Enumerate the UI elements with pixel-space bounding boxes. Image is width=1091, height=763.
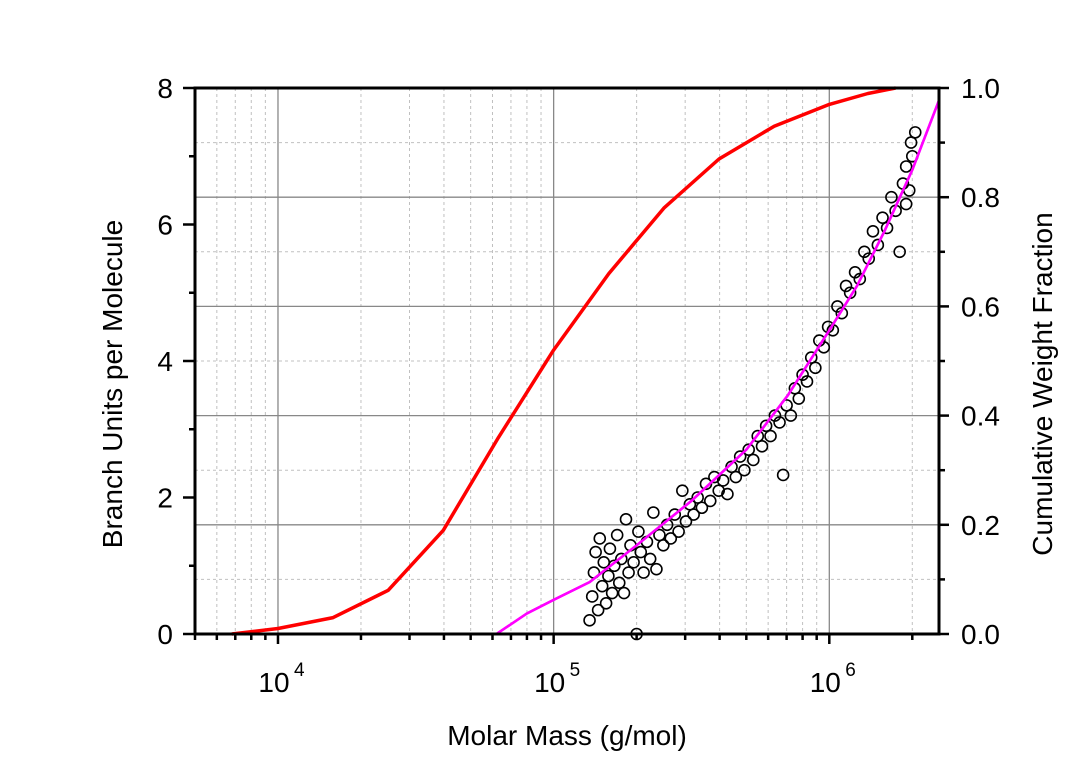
- x-axis-label: Molar Mass (g/mol): [447, 720, 687, 751]
- y-right-tick-label: 0.2: [961, 510, 1000, 541]
- data-point: [751, 429, 765, 443]
- data-point: [593, 532, 607, 545]
- grid: [194, 88, 939, 634]
- data-point: [622, 566, 635, 579]
- data-point: [899, 197, 913, 211]
- data-point: [759, 419, 773, 433]
- series-layer: [231, 86, 941, 641]
- y-left-tick-label: 4: [157, 346, 173, 377]
- x-tick-label-exponent: 5: [570, 660, 581, 681]
- data-point: [899, 160, 913, 173]
- data-point: [721, 487, 734, 501]
- x-tick-label: 10: [534, 667, 565, 698]
- y-left-tick-label: 6: [157, 210, 173, 241]
- x-tick-label-exponent: 4: [294, 660, 305, 681]
- data-point: [687, 508, 700, 521]
- data-point: [603, 542, 617, 555]
- data-point: [773, 416, 786, 429]
- data-point: [599, 596, 613, 610]
- data-point: [643, 552, 657, 566]
- data-point: [610, 528, 624, 542]
- data-point: [597, 556, 611, 569]
- data-point: [664, 532, 678, 545]
- data-point: [904, 136, 918, 149]
- y-right-tick-label: 0.0: [961, 619, 1000, 650]
- data-point: [676, 484, 689, 497]
- data-point: [866, 225, 880, 238]
- data-point: [835, 306, 849, 320]
- y-right-tick-label: 1.0: [961, 73, 1000, 104]
- data-point: [672, 525, 685, 538]
- y-left-tick-label: 2: [157, 483, 173, 514]
- data-point: [839, 279, 853, 293]
- data-point: [908, 126, 922, 139]
- y-right-tick-label: 0.8: [961, 182, 1000, 213]
- data-point: [893, 245, 906, 259]
- data-point: [617, 586, 631, 600]
- data-point: [800, 375, 814, 388]
- data-point: [764, 429, 777, 443]
- x-tick-label: 10: [810, 667, 841, 698]
- data-point: [733, 450, 747, 463]
- data-point: [716, 474, 730, 487]
- data-point: [657, 538, 670, 552]
- data-point: [615, 552, 628, 566]
- data-point: [703, 494, 717, 508]
- y-axis-right-label: Cumulative Weight Fraction: [1027, 212, 1058, 555]
- data-point: [796, 368, 809, 381]
- fit-line-overlay: [495, 99, 941, 636]
- data-point: [585, 590, 599, 603]
- y-axis-left-label: Branch Units per Molecule: [97, 220, 128, 548]
- data-point: [885, 190, 898, 204]
- data-point: [792, 392, 806, 405]
- data-point: [695, 501, 709, 515]
- data-point: [591, 603, 605, 617]
- data-point: [725, 460, 738, 474]
- y-right-tick-label: 0.4: [961, 401, 1000, 432]
- data-point: [637, 566, 650, 579]
- x-tick-label: 10: [258, 667, 289, 698]
- data-point: [742, 443, 755, 457]
- data-point: [746, 453, 760, 467]
- data-point: [880, 221, 894, 235]
- data-point: [632, 525, 645, 538]
- y-left-tick-label: 8: [157, 73, 173, 104]
- data-point: [612, 576, 626, 590]
- cumulative-weight-fraction-line: [231, 86, 896, 636]
- data-point: [858, 245, 871, 259]
- data-point: [602, 569, 615, 583]
- data-point: [619, 513, 633, 526]
- data-point: [738, 463, 751, 477]
- data-point: [755, 440, 769, 453]
- data-point: [776, 468, 790, 482]
- axes: [183, 86, 949, 644]
- data-point: [876, 211, 889, 224]
- data-point: [853, 272, 867, 286]
- data-point: [595, 579, 609, 593]
- data-point: [809, 361, 822, 375]
- y-right-tick-label: 0.6: [961, 291, 1000, 322]
- y-left-tick-label: 0: [157, 619, 173, 650]
- data-point: [583, 614, 596, 627]
- data-point: [589, 545, 602, 559]
- data-point: [634, 545, 648, 559]
- data-point: [650, 562, 663, 576]
- data-point: [679, 515, 693, 528]
- data-point: [784, 409, 798, 422]
- data-point: [627, 556, 640, 569]
- data-point: [729, 470, 743, 484]
- data-point: [668, 508, 682, 521]
- data-point: [647, 506, 660, 519]
- data-point: [691, 491, 704, 504]
- data-point: [605, 586, 619, 600]
- x-tick-label-exponent: 6: [845, 660, 856, 681]
- plot-frame: [193, 86, 941, 636]
- data-point: [871, 238, 885, 252]
- fit-line: [495, 99, 941, 636]
- data-point: [712, 484, 726, 497]
